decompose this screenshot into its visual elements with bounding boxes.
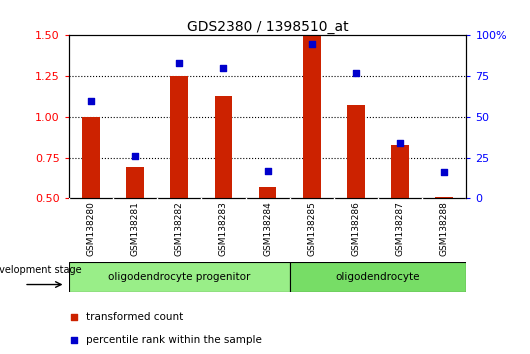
Point xyxy=(307,41,316,46)
Point xyxy=(396,140,404,146)
Text: GSM138284: GSM138284 xyxy=(263,201,272,256)
Bar xyxy=(171,76,188,198)
Bar xyxy=(259,187,277,198)
Bar xyxy=(347,105,365,198)
FancyBboxPatch shape xyxy=(69,262,290,292)
Text: GSM138280: GSM138280 xyxy=(86,201,95,256)
Text: oligodendrocyte progenitor: oligodendrocyte progenitor xyxy=(108,272,251,282)
Point xyxy=(131,153,139,159)
Bar xyxy=(436,196,453,198)
Text: percentile rank within the sample: percentile rank within the sample xyxy=(86,335,261,346)
FancyBboxPatch shape xyxy=(290,262,466,292)
Text: transformed count: transformed count xyxy=(86,312,183,322)
Bar xyxy=(126,167,144,198)
Text: GSM138288: GSM138288 xyxy=(440,201,449,256)
Point xyxy=(352,70,360,76)
Text: GSM138287: GSM138287 xyxy=(396,201,404,256)
Point xyxy=(440,169,448,175)
Point xyxy=(70,314,79,320)
Text: GSM138286: GSM138286 xyxy=(351,201,360,256)
Text: development stage: development stage xyxy=(0,266,82,275)
Bar xyxy=(82,117,100,198)
Bar xyxy=(215,96,232,198)
Point xyxy=(70,337,79,343)
Text: GSM138283: GSM138283 xyxy=(219,201,228,256)
Point xyxy=(175,60,183,66)
Text: GSM138285: GSM138285 xyxy=(307,201,316,256)
Bar xyxy=(303,35,321,198)
Text: GSM138282: GSM138282 xyxy=(175,201,184,256)
Point xyxy=(263,168,272,173)
Text: GSM138281: GSM138281 xyxy=(131,201,139,256)
Text: oligodendrocyte: oligodendrocyte xyxy=(336,272,420,282)
Point xyxy=(87,98,95,103)
Title: GDS2380 / 1398510_at: GDS2380 / 1398510_at xyxy=(187,21,348,34)
Bar xyxy=(391,144,409,198)
Point xyxy=(219,65,228,71)
